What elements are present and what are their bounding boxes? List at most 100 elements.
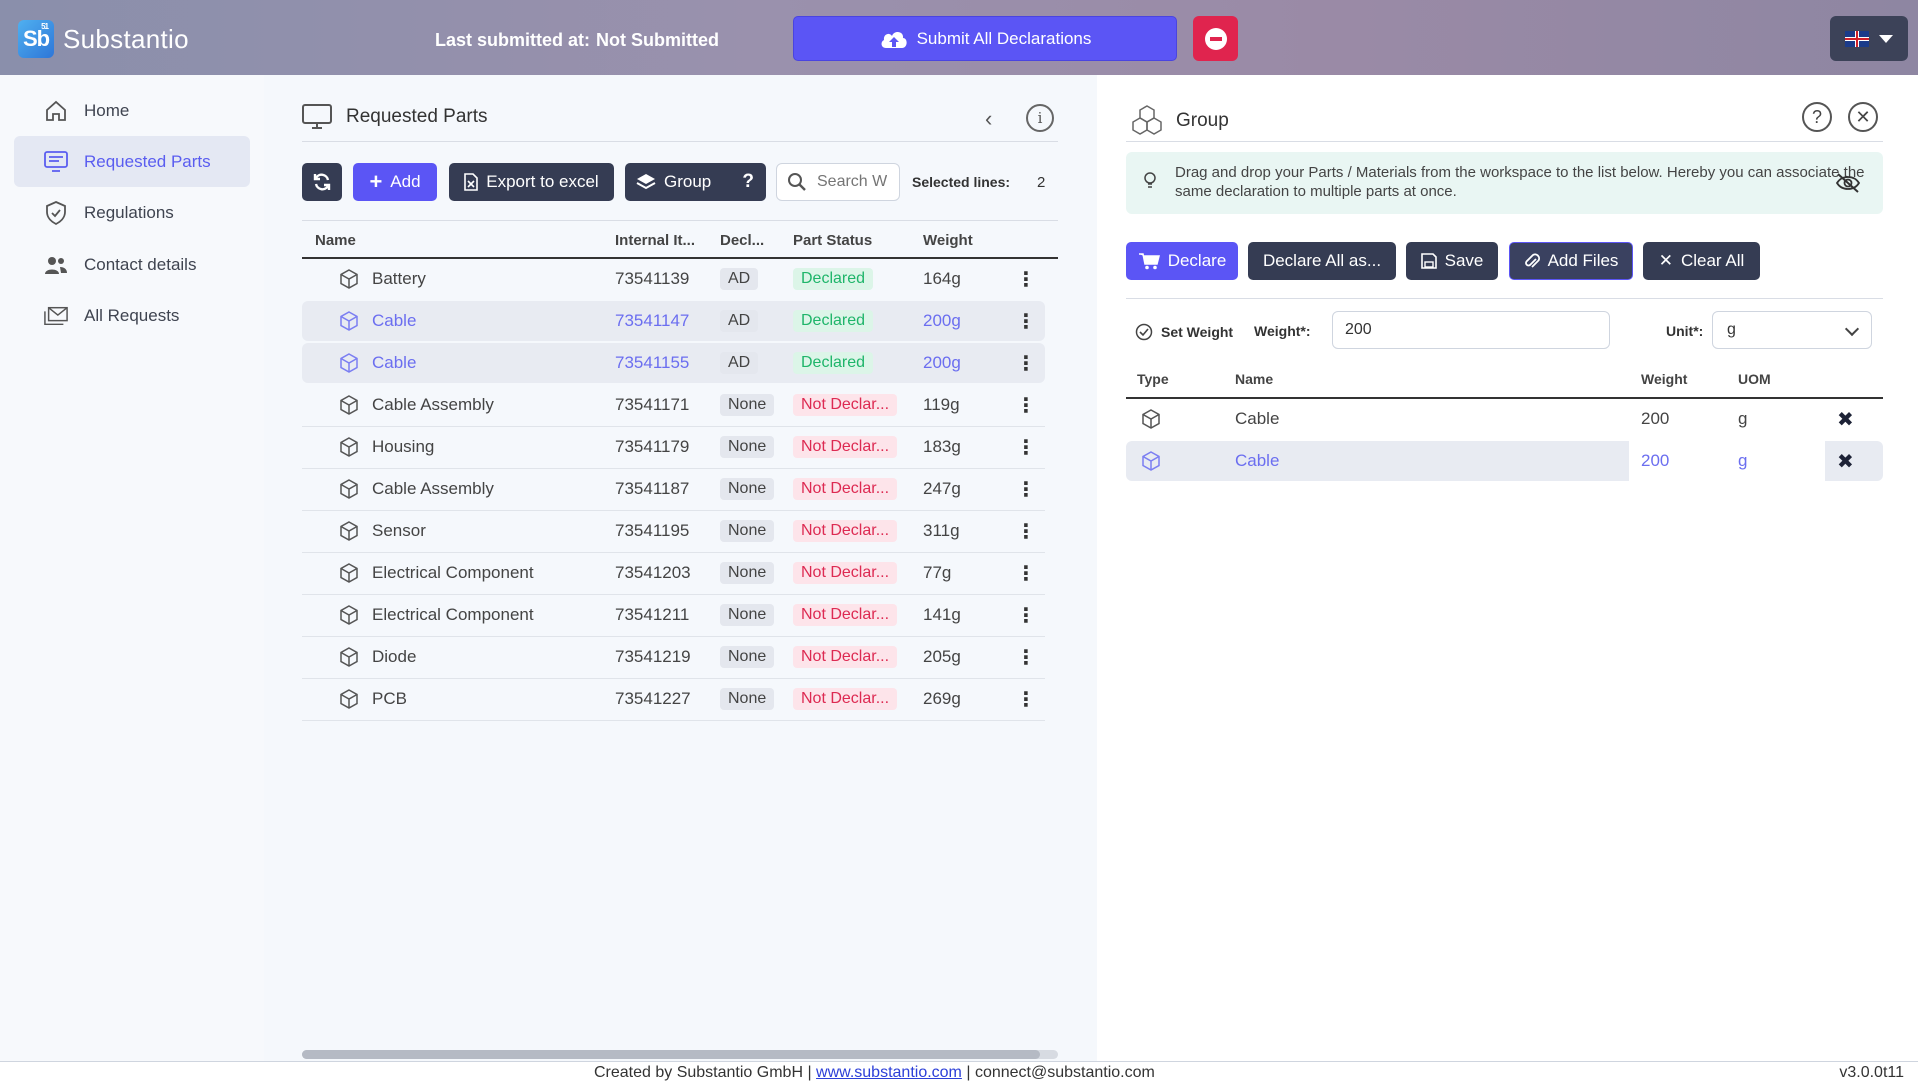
close-icon[interactable]: ✕ bbox=[1848, 102, 1878, 132]
help-icon[interactable]: ? bbox=[1802, 102, 1832, 132]
row-menu-icon[interactable]: ⋮ bbox=[1016, 604, 1036, 627]
table-row[interactable]: Diode 73541219 None Not Declar... 205g ⋮ bbox=[302, 637, 1045, 677]
row-menu-icon[interactable]: ⋮ bbox=[1016, 646, 1036, 669]
collapse-panel-chevron-icon[interactable]: ‹ bbox=[985, 106, 993, 131]
column-header-weight[interactable]: Weight bbox=[923, 232, 973, 249]
submit-label: Submit All Declarations bbox=[916, 28, 1092, 48]
language-selector[interactable] bbox=[1830, 16, 1908, 61]
sidebar-item-requested-parts[interactable]: Requested Parts bbox=[14, 136, 250, 187]
group-type-cube-icon bbox=[1140, 399, 1162, 439]
unit-select[interactable]: g bbox=[1712, 311, 1872, 349]
cubes-icon bbox=[1132, 105, 1162, 135]
add-label: Add bbox=[390, 172, 421, 191]
group-part-weight[interactable]: 200 bbox=[1641, 451, 1670, 470]
remove-row-icon[interactable]: ✖ bbox=[1837, 408, 1854, 431]
row-menu-icon[interactable]: ⋮ bbox=[1016, 520, 1036, 543]
table-row[interactable]: Cable 73541147 AD Declared 200g ⋮ bbox=[302, 301, 1045, 341]
row-menu-icon[interactable]: ⋮ bbox=[1016, 352, 1036, 375]
row-menu-icon[interactable]: ⋮ bbox=[1016, 436, 1036, 459]
group-panel bbox=[1097, 75, 1918, 1061]
part-internal-id: 73541155 bbox=[615, 353, 690, 372]
weight-input[interactable] bbox=[1332, 311, 1610, 349]
group-title: Group bbox=[1130, 104, 1229, 138]
chevron-down-icon bbox=[1879, 34, 1893, 43]
refresh-button[interactable] bbox=[302, 163, 342, 201]
add-part-button[interactable]: + Add bbox=[353, 163, 437, 201]
part-weight: 205g bbox=[923, 647, 961, 666]
save-button[interactable]: Save bbox=[1406, 242, 1498, 280]
footer-credits: Created by Substantio GmbH | www.substan… bbox=[594, 1064, 1155, 1082]
sidebar-item-label: All Requests bbox=[84, 305, 180, 325]
part-cube-icon bbox=[338, 553, 360, 593]
group-row[interactable]: Cable 200 g ✖ bbox=[1126, 441, 1883, 481]
declaration-badge: AD bbox=[720, 352, 759, 374]
column-header-internal[interactable]: Internal It... bbox=[615, 232, 696, 249]
website-link[interactable]: www.substantio.com bbox=[816, 1064, 962, 1081]
table-row[interactable]: Battery 73541139 AD Declared 164g ⋮ bbox=[302, 259, 1045, 299]
group-part-uom[interactable]: g bbox=[1738, 451, 1748, 470]
sidebar-item-home[interactable]: Home bbox=[14, 85, 250, 136]
app-header: Sb 51 Substantio Last submitted at: Not Su… bbox=[0, 0, 1918, 75]
cancel-submission-button[interactable] bbox=[1193, 16, 1238, 61]
submit-all-declarations-button[interactable]: Submit All Declarations bbox=[793, 16, 1177, 61]
search-box[interactable] bbox=[776, 163, 900, 201]
row-menu-icon[interactable]: ⋮ bbox=[1016, 688, 1036, 711]
part-internal-id: 73541139 bbox=[615, 269, 690, 288]
part-weight: 77g bbox=[923, 563, 952, 582]
sidebar-item-all-requests[interactable]: All Requests bbox=[14, 290, 250, 341]
row-menu-icon[interactable]: ⋮ bbox=[1016, 478, 1036, 501]
row-menu-icon[interactable]: ⋮ bbox=[1016, 310, 1036, 333]
export-to-excel-button[interactable]: Export to excel bbox=[449, 163, 614, 201]
part-internal-id: 73541179 bbox=[615, 437, 690, 456]
group-row[interactable]: Cable 200 g ✖ bbox=[1126, 399, 1883, 439]
table-row[interactable]: Housing 73541179 None Not Declar... 183g… bbox=[302, 427, 1045, 467]
excel-file-icon bbox=[464, 173, 479, 191]
table-row[interactable]: Electrical Component 73541211 None Not D… bbox=[302, 595, 1045, 635]
part-name: Cable bbox=[372, 353, 417, 372]
clear-all-button[interactable]: ✕ Clear All bbox=[1643, 242, 1760, 280]
declaration-badge: None bbox=[720, 520, 775, 542]
sidebar-item-contact-details[interactable]: Contact details bbox=[14, 239, 250, 290]
part-name: Sensor bbox=[372, 521, 426, 540]
column-header-status[interactable]: Part Status bbox=[793, 232, 873, 249]
table-row[interactable]: Cable Assembly 73541171 None Not Declar.… bbox=[302, 385, 1045, 425]
part-cube-icon bbox=[338, 343, 360, 383]
declare-button[interactable]: Declare bbox=[1126, 242, 1238, 280]
column-header-name[interactable]: Name bbox=[315, 232, 356, 249]
remove-row-icon[interactable]: ✖ bbox=[1837, 450, 1854, 473]
declaration-badge: AD bbox=[720, 310, 759, 332]
contact-email[interactable]: connect@substantio.com bbox=[974, 1064, 1155, 1081]
sidebar: Home Requested Parts Regulations Contact de… bbox=[0, 75, 264, 1061]
horizontal-scrollbar[interactable] bbox=[302, 1050, 1058, 1059]
row-menu-icon[interactable]: ⋮ bbox=[1016, 394, 1036, 417]
table-row[interactable]: PCB 73541227 None Not Declar... 269g ⋮ bbox=[302, 679, 1045, 719]
table-row[interactable]: Sensor 73541195 None Not Declar... 311g … bbox=[302, 511, 1045, 551]
sidebar-item-regulations[interactable]: Regulations bbox=[14, 187, 250, 238]
row-menu-icon[interactable]: ⋮ bbox=[1016, 268, 1036, 291]
group-part-uom[interactable]: g bbox=[1738, 409, 1748, 428]
info-icon[interactable]: i bbox=[1026, 104, 1054, 132]
column-header-declaration[interactable]: Decl... bbox=[720, 232, 765, 249]
divider bbox=[302, 141, 1058, 142]
row-divider bbox=[302, 636, 1045, 637]
row-menu-icon[interactable]: ⋮ bbox=[1016, 562, 1036, 585]
set-weight-toggle[interactable]: Set Weight bbox=[1135, 323, 1233, 341]
hide-eye-icon[interactable] bbox=[1835, 172, 1861, 194]
declare-all-as-button[interactable]: Declare All as... bbox=[1248, 242, 1396, 280]
table-row[interactable]: Cable Assembly 73541187 None Not Declar.… bbox=[302, 469, 1045, 509]
group-title-text: Group bbox=[1176, 110, 1229, 131]
people-icon bbox=[44, 253, 68, 277]
declare-label: Declare bbox=[1167, 251, 1227, 270]
drag-drop-hint: Drag and drop your Parts / Materials fro… bbox=[1126, 152, 1883, 214]
group-column-uom: UOM bbox=[1738, 371, 1771, 387]
scrollbar-thumb[interactable] bbox=[302, 1050, 1040, 1059]
search-input[interactable] bbox=[817, 173, 887, 191]
substantio-logo[interactable]: Sb 51 bbox=[18, 20, 54, 58]
table-row[interactable]: Cable 73541155 AD Declared 200g ⋮ bbox=[302, 343, 1045, 383]
part-internal-id: 73541219 bbox=[615, 647, 691, 666]
group-part-weight[interactable]: 200 bbox=[1641, 409, 1670, 428]
group-button[interactable]: Group ? bbox=[625, 163, 766, 201]
group-help-icon[interactable]: ? bbox=[742, 171, 754, 192]
add-files-button[interactable]: Add Files bbox=[1509, 242, 1633, 280]
table-row[interactable]: Electrical Component 73541203 None Not D… bbox=[302, 553, 1045, 593]
